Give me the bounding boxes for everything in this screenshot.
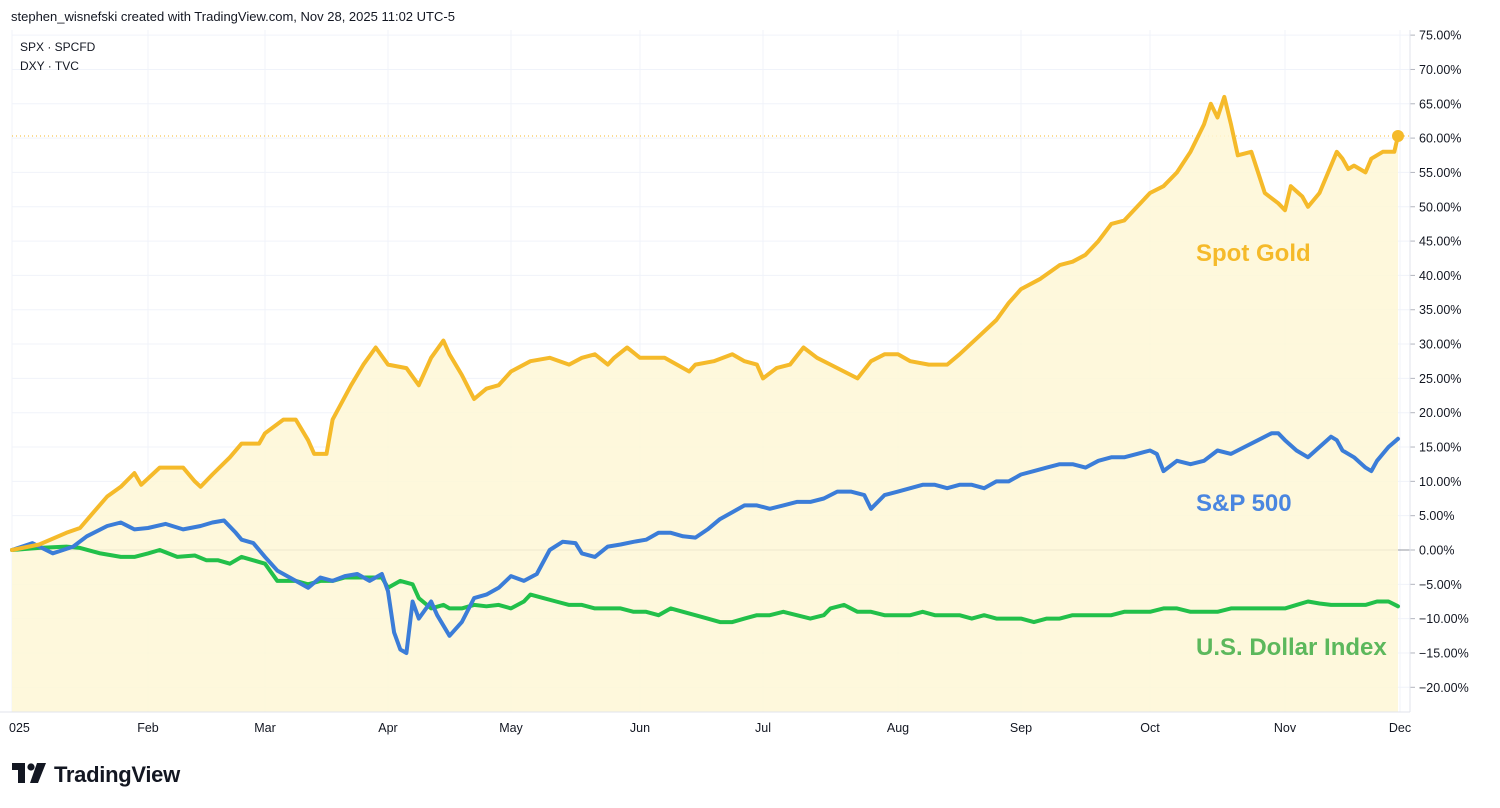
chart-area[interactable]: 75.00% 70.00% 65.00% 60.00% 55.00% 50.00% 45.0… — [0, 30, 1490, 742]
legend-spx-tag[interactable]: SPX · SPCFD — [20, 40, 96, 54]
y-tick-label: 45.00% — [1419, 235, 1461, 249]
attribution-text: stephen_wisnefski created with TradingVi… — [11, 9, 455, 24]
chart-svg[interactable]: 75.00% 70.00% 65.00% 60.00% 55.00% 50.00% 45.0… — [0, 30, 1490, 742]
y-tick-label: −10.00% — [1419, 612, 1469, 626]
y-tick-label: 50.00% — [1419, 200, 1461, 214]
y-tick-label: 65.00% — [1419, 97, 1461, 111]
series-lines — [10, 94, 1404, 655]
series-label-spot-gold: Spot Gold — [1196, 240, 1311, 267]
y-tick-label: 35.00% — [1419, 303, 1461, 317]
legend-dxy-tag[interactable]: DXY · TVC — [20, 59, 79, 73]
x-tick-label: Mar — [254, 721, 276, 735]
y-tick-label: −5.00% — [1419, 578, 1462, 592]
tradingview-wordmark: TradingView — [54, 762, 180, 787]
series-line-sp500 — [10, 431, 1400, 655]
gold-end-marker — [1392, 130, 1404, 143]
y-tick-label: 10.00% — [1419, 475, 1461, 489]
y-tick-label: 55.00% — [1419, 166, 1461, 180]
gold-area-fill — [12, 96, 1398, 712]
x-tick-label: Jun — [630, 721, 650, 735]
x-tick-label: Jul — [755, 721, 771, 735]
series-line-spot-gold — [10, 94, 1400, 552]
y-tick-label: 0.00% — [1419, 544, 1454, 558]
x-tick-label: Aug — [887, 721, 909, 735]
y-tick-label: 70.00% — [1419, 63, 1461, 77]
y-tick-label: 40.00% — [1419, 269, 1461, 283]
x-tick-label: Apr — [378, 721, 397, 735]
y-tick-label: 60.00% — [1419, 132, 1461, 146]
y-tick-label: 15.00% — [1419, 441, 1461, 455]
x-axis: 025 Feb Mar Apr May Jun Jul Aug Sep Oct Nov Dec — [0, 711, 1411, 735]
series-label-sp500: S&P 500 — [1196, 490, 1292, 517]
x-tick-label: Sep — [1010, 721, 1032, 735]
x-tick-label: 025 — [9, 721, 30, 735]
tradingview-logo-icon — [12, 762, 46, 788]
series-label-dollar-index: U.S. Dollar Index — [1196, 634, 1387, 661]
y-tick-label: 20.00% — [1419, 406, 1461, 420]
y-tick-label: 30.00% — [1419, 338, 1461, 352]
gold-area-path — [12, 96, 1398, 712]
x-tick-label: Nov — [1274, 721, 1297, 735]
y-tick-label: −20.00% — [1419, 681, 1469, 695]
x-tick-label: Feb — [137, 721, 159, 735]
tradingview-brand[interactable]: TradingView — [12, 762, 180, 788]
y-tick-label: 75.00% — [1419, 30, 1461, 43]
y-tick-label: −15.00% — [1419, 646, 1469, 660]
x-tick-label: May — [499, 721, 523, 735]
x-tick-label: Dec — [1389, 721, 1411, 735]
y-tick-label: 5.00% — [1419, 509, 1454, 523]
y-tick-label: 25.00% — [1419, 372, 1461, 386]
y-axis: 75.00% 70.00% 65.00% 60.00% 55.00% 50.00% 45.0… — [1409, 30, 1469, 712]
x-tick-label: Oct — [1140, 721, 1160, 735]
